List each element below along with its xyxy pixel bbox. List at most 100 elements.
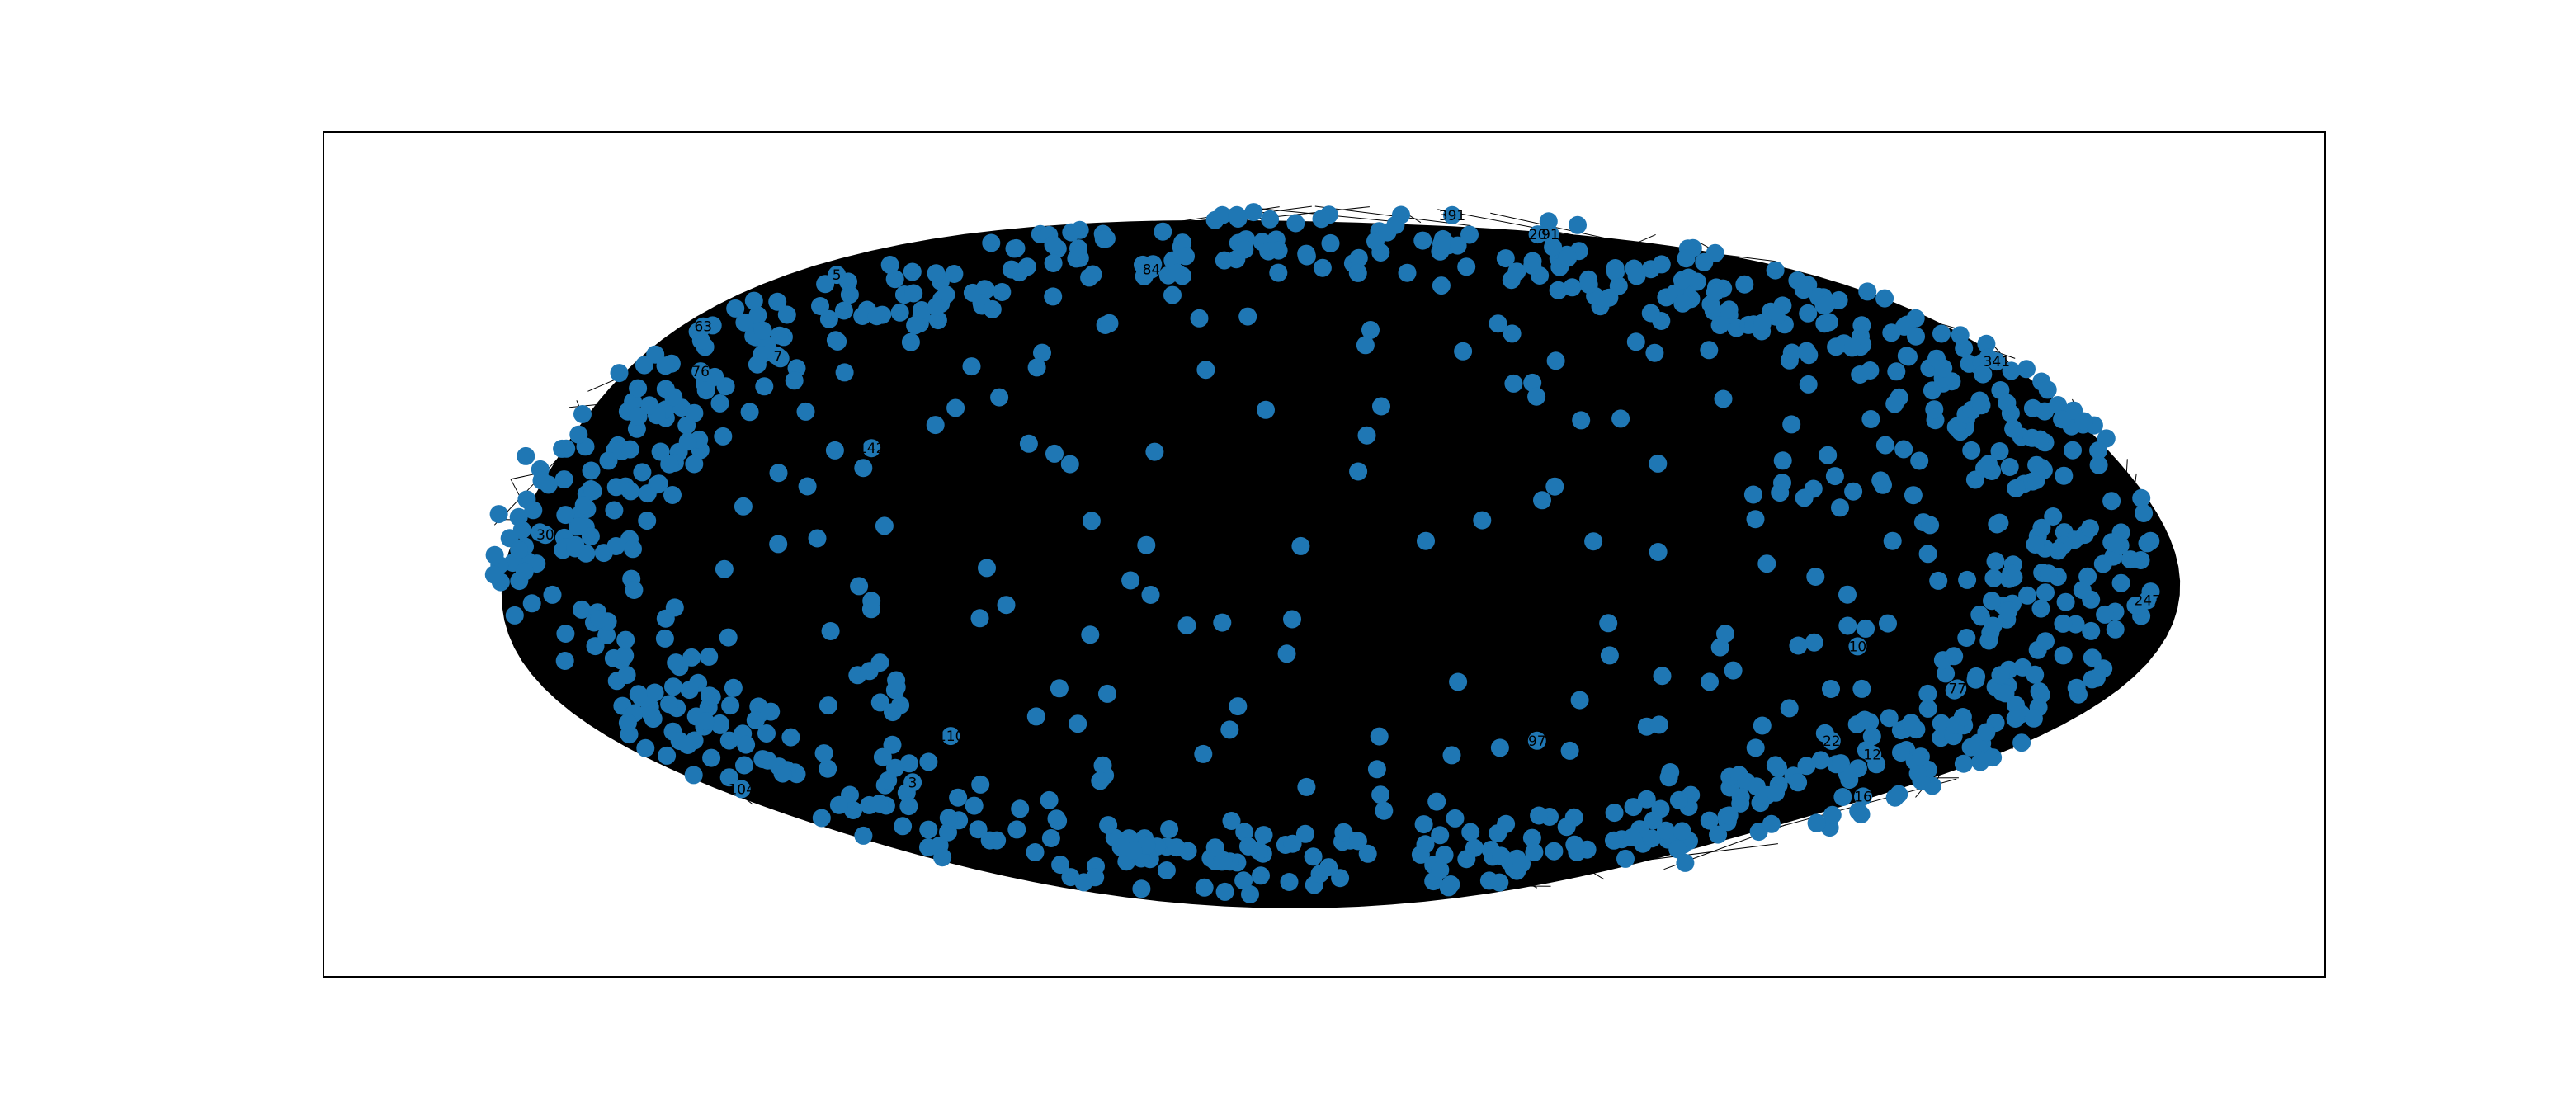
- graph-node: [732, 780, 751, 799]
- graph-node: [1987, 352, 2006, 371]
- graph-node: [1709, 825, 1728, 844]
- graph-node: [927, 297, 946, 316]
- graph-node: [1743, 485, 1762, 504]
- node-label: 76: [691, 364, 710, 380]
- graph-node: [1579, 276, 1598, 294]
- graph-node: [737, 735, 756, 754]
- graph-node: [620, 440, 639, 459]
- graph-node: [1862, 727, 1881, 746]
- graph-node: [1637, 790, 1656, 809]
- graph-node: [670, 658, 689, 677]
- graph-node: [1934, 359, 1953, 378]
- graph-node: [1996, 684, 2015, 703]
- graph-node: [1735, 275, 1754, 294]
- graph-node: [975, 280, 994, 299]
- graph-node: [1797, 342, 1816, 361]
- graph-node: [1160, 820, 1179, 838]
- graph-node: [485, 545, 504, 564]
- graph-node: [1252, 866, 1270, 885]
- graph-node: [734, 497, 753, 516]
- graph-node: [618, 714, 637, 733]
- graph-node: [2064, 441, 2082, 460]
- graph-node: [645, 683, 664, 702]
- graph-node: [1080, 268, 1099, 287]
- graph-node: [746, 711, 765, 729]
- graph-node: [926, 416, 945, 435]
- graph-node: [2031, 599, 2050, 618]
- graph-node: [2018, 586, 2037, 605]
- graph-node: [1883, 531, 1902, 550]
- graph-node: [1977, 723, 1996, 742]
- graph-node: [1842, 338, 1861, 357]
- graph-node: [1700, 811, 1719, 830]
- graph-node: [814, 744, 833, 763]
- graph-node: [1194, 744, 1213, 763]
- graph-node: [1229, 210, 1248, 228]
- graph-node: [1749, 823, 1768, 842]
- graph-node: [1569, 215, 1587, 234]
- graph-node: [1504, 374, 1523, 393]
- graph-node: [825, 441, 844, 460]
- graph-node: [1348, 832, 1367, 851]
- graph-node: [1168, 263, 1187, 282]
- graph-node: [1427, 792, 1446, 811]
- graph-node: [1465, 838, 1484, 857]
- graph-node: [899, 754, 918, 773]
- graph-node: [489, 505, 508, 524]
- graph-node: [1431, 861, 1450, 879]
- graph-node: [1645, 343, 1664, 362]
- graph-node: [1304, 847, 1323, 866]
- graph-node: [1295, 824, 1314, 843]
- graph-node: [913, 301, 931, 319]
- graph-node: [1473, 511, 1492, 530]
- graph-node: [969, 820, 988, 839]
- graph-node: [1825, 467, 1844, 486]
- graph-edge: [514, 583, 530, 634]
- graph-node: [1100, 314, 1119, 332]
- edge-mass: [501, 219, 2181, 908]
- graph-node: [1875, 436, 1894, 455]
- graph-node: [1832, 754, 1850, 773]
- graph-node: [610, 364, 629, 383]
- graph-node: [1720, 806, 1739, 825]
- graph-node: [1222, 812, 1241, 830]
- graph-node: [510, 540, 529, 559]
- graph-node: [1446, 809, 1465, 828]
- graph-node: [1789, 636, 1808, 655]
- graph-node: [1190, 309, 1209, 328]
- graph-node: [1714, 389, 1733, 408]
- graph-node: [2135, 504, 2154, 522]
- graph-node: [573, 600, 591, 619]
- graph-node: [2102, 533, 2121, 552]
- graph-node: [978, 559, 996, 578]
- graph-node: [1135, 260, 1154, 279]
- graph-node: [1081, 625, 1100, 644]
- graph-node: [1838, 616, 1857, 635]
- graph-node: [680, 681, 699, 700]
- graph-node: [1414, 815, 1433, 834]
- graph-node: [638, 512, 657, 530]
- node-label: 84: [1143, 262, 1161, 279]
- graph-node: [1441, 875, 1460, 894]
- graph-node: [1822, 732, 1841, 750]
- graph-node: [531, 523, 550, 542]
- graph-node: [2007, 479, 2026, 497]
- graph-edge: [1583, 867, 1605, 880]
- graph-node: [484, 565, 503, 584]
- graph-node: [705, 367, 724, 386]
- graph-node: [829, 795, 848, 814]
- graph-node: [2031, 430, 2050, 449]
- graph-node: [939, 823, 957, 842]
- graph-node: [1983, 592, 2001, 611]
- graph-node: [543, 585, 562, 604]
- graph-node: [2102, 492, 2121, 511]
- graph-node: [1871, 471, 1890, 490]
- graph-node: [1904, 486, 1923, 505]
- graph-node: [1257, 400, 1275, 419]
- graph-node: [1932, 714, 1951, 733]
- graph-node: [532, 471, 551, 490]
- graph-node: [624, 540, 642, 559]
- graph-node: [2032, 518, 2051, 537]
- graph-node: [2081, 519, 2099, 538]
- graph-node: [1611, 409, 1630, 428]
